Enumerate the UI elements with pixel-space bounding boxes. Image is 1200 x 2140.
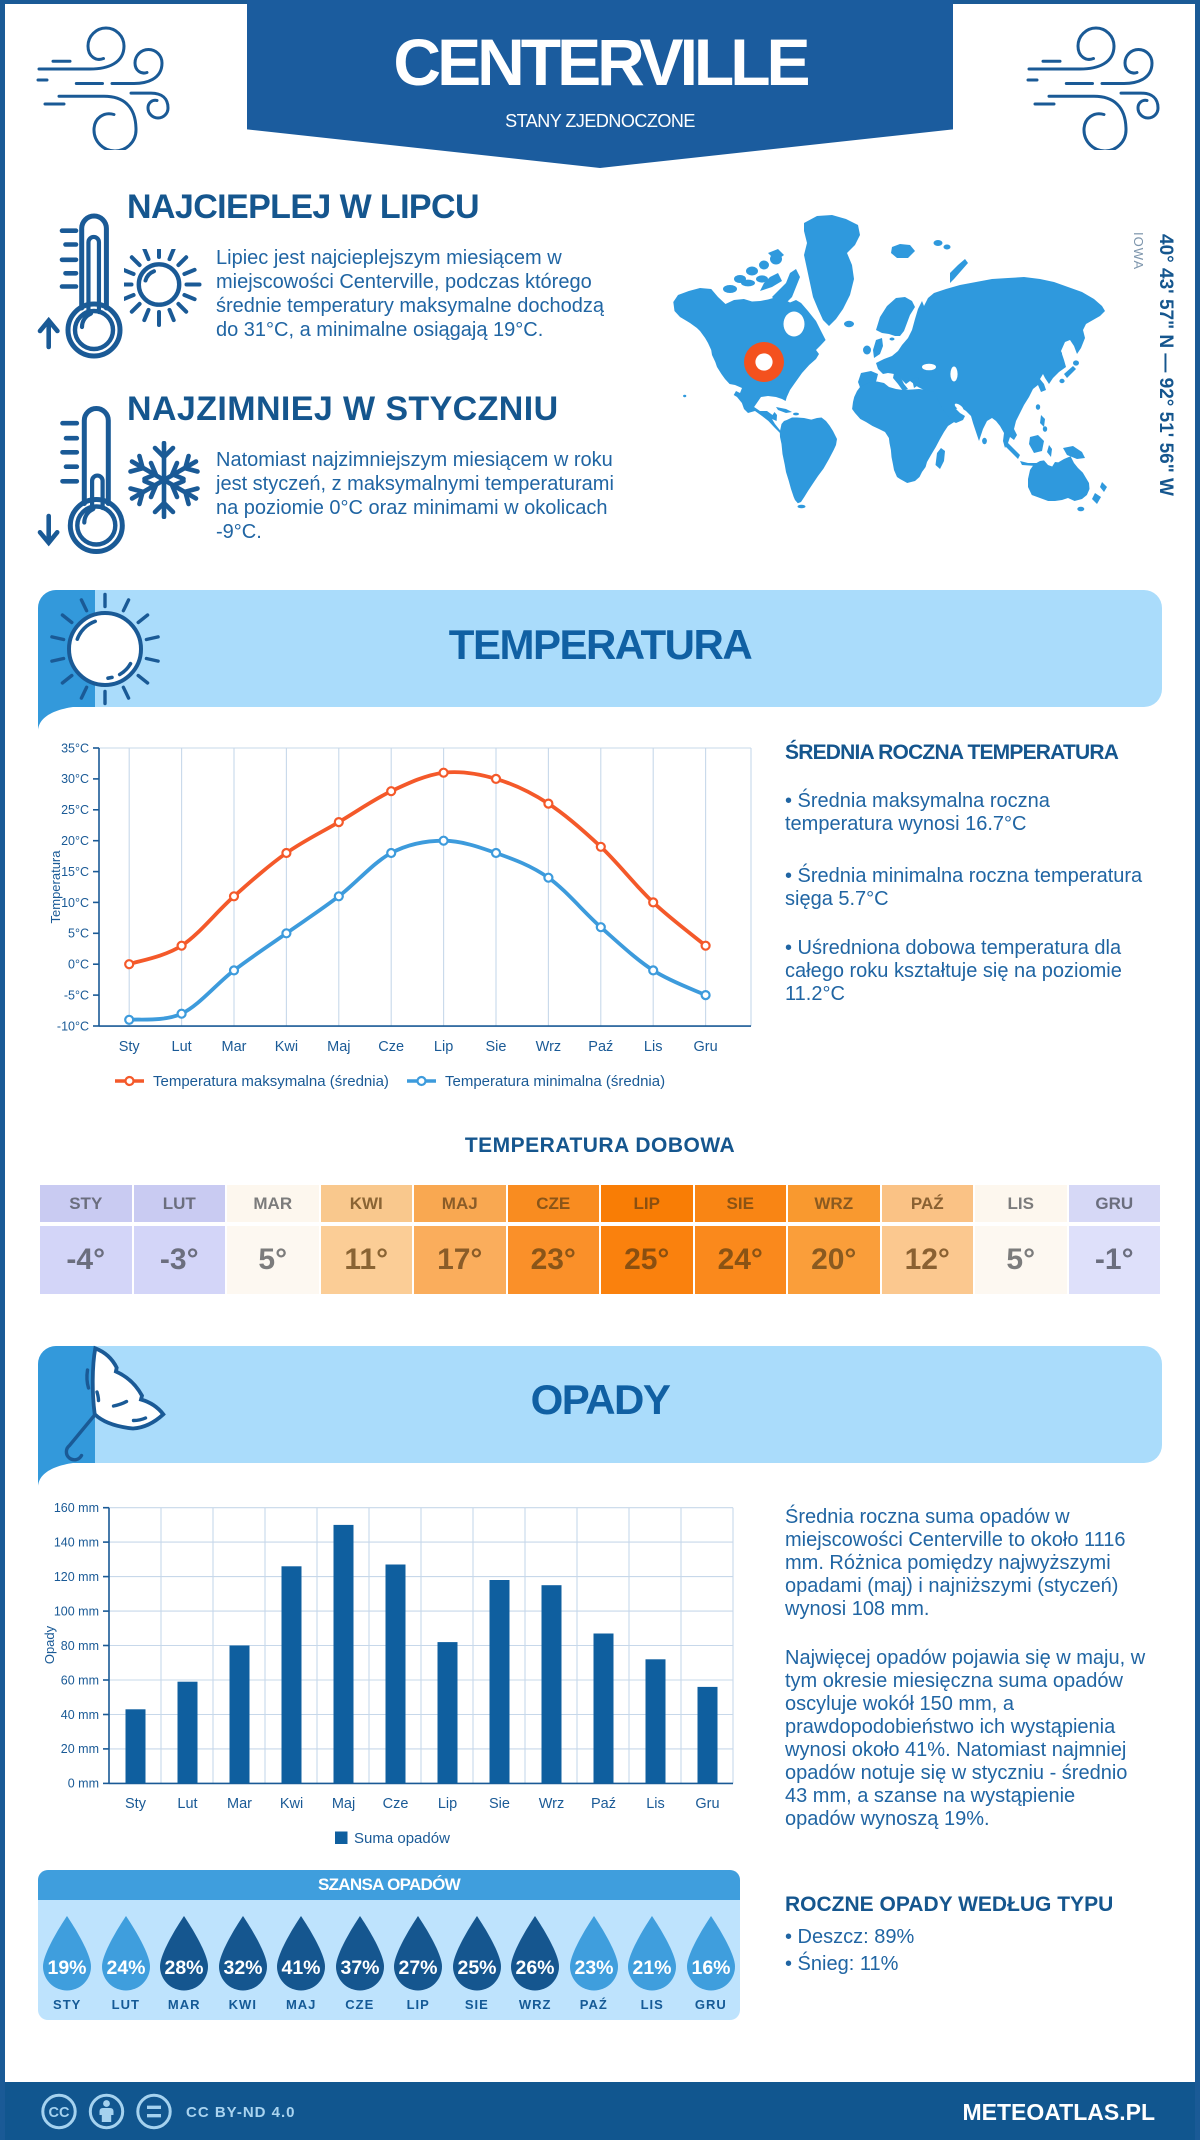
svg-text:Cze: Cze xyxy=(383,1796,409,1812)
svg-text:Lip: Lip xyxy=(438,1796,457,1812)
svg-text:140 mm: 140 mm xyxy=(54,1535,99,1549)
svg-text:Lip: Lip xyxy=(434,1039,453,1055)
svg-text:Maj: Maj xyxy=(332,1796,355,1812)
svg-text:30°C: 30°C xyxy=(61,772,89,786)
svg-text:41%: 41% xyxy=(282,1957,321,1979)
svg-text:120 mm: 120 mm xyxy=(54,1570,99,1584)
svg-text:21%: 21% xyxy=(633,1957,672,1979)
svg-text:Kwi: Kwi xyxy=(280,1796,303,1812)
svg-text:23%: 23% xyxy=(574,1957,613,1979)
svg-text:-10°C: -10°C xyxy=(57,1019,89,1033)
svg-text:-5°C: -5°C xyxy=(64,988,89,1002)
svg-text:19%: 19% xyxy=(48,1957,87,1979)
svg-text:16%: 16% xyxy=(691,1957,730,1979)
svg-text:Temperatura minimalna (średnia: Temperatura minimalna (średnia) xyxy=(445,1073,665,1090)
svg-text:Wrz: Wrz xyxy=(539,1796,565,1812)
svg-text:Sty: Sty xyxy=(125,1796,147,1812)
svg-text:20°C: 20°C xyxy=(61,834,89,848)
svg-text:Sty: Sty xyxy=(119,1039,141,1055)
svg-text:26%: 26% xyxy=(516,1957,555,1979)
svg-text:60 mm: 60 mm xyxy=(61,1673,99,1687)
svg-text:Lut: Lut xyxy=(172,1039,192,1055)
svg-text:Lut: Lut xyxy=(177,1796,197,1812)
svg-text:Paź: Paź xyxy=(588,1039,613,1055)
svg-text:Mar: Mar xyxy=(222,1039,247,1055)
svg-text:Temperatura: Temperatura xyxy=(48,850,63,924)
svg-text:Kwi: Kwi xyxy=(275,1039,298,1055)
svg-text:40 mm: 40 mm xyxy=(61,1708,99,1722)
svg-text:20 mm: 20 mm xyxy=(61,1742,99,1756)
svg-text:24%: 24% xyxy=(106,1957,145,1979)
svg-text:5°C: 5°C xyxy=(68,927,89,941)
svg-text:80 mm: 80 mm xyxy=(61,1639,99,1653)
svg-text:10°C: 10°C xyxy=(61,896,89,910)
svg-text:Wrz: Wrz xyxy=(536,1039,562,1055)
svg-text:0 mm: 0 mm xyxy=(68,1777,99,1791)
svg-text:Gru: Gru xyxy=(694,1039,718,1055)
svg-text:CC: CC xyxy=(49,2105,70,2121)
svg-text:Paź: Paź xyxy=(591,1796,616,1812)
svg-text:15°C: 15°C xyxy=(61,865,89,879)
svg-text:35°C: 35°C xyxy=(61,741,89,755)
svg-text:100 mm: 100 mm xyxy=(54,1604,99,1618)
svg-text:Gru: Gru xyxy=(695,1796,719,1812)
svg-text:160 mm: 160 mm xyxy=(54,1501,99,1515)
svg-text:32%: 32% xyxy=(223,1957,262,1979)
svg-text:27%: 27% xyxy=(399,1957,438,1979)
svg-text:Cze: Cze xyxy=(378,1039,404,1055)
svg-text:Lis: Lis xyxy=(646,1796,665,1812)
svg-text:Mar: Mar xyxy=(227,1796,252,1812)
svg-text:Sie: Sie xyxy=(486,1039,507,1055)
svg-text:37%: 37% xyxy=(340,1957,379,1979)
svg-text:0°C: 0°C xyxy=(68,958,89,972)
svg-text:28%: 28% xyxy=(165,1957,204,1979)
svg-text:Sie: Sie xyxy=(489,1796,510,1812)
svg-text:Suma opadów: Suma opadów xyxy=(354,1830,450,1847)
svg-text:Maj: Maj xyxy=(327,1039,350,1055)
svg-text:Temperatura maksymalna (średni: Temperatura maksymalna (średnia) xyxy=(153,1073,389,1090)
svg-text:25°C: 25°C xyxy=(61,803,89,817)
svg-text:Opady: Opady xyxy=(42,1625,57,1664)
svg-text:25%: 25% xyxy=(457,1957,496,1979)
svg-text:Lis: Lis xyxy=(644,1039,663,1055)
